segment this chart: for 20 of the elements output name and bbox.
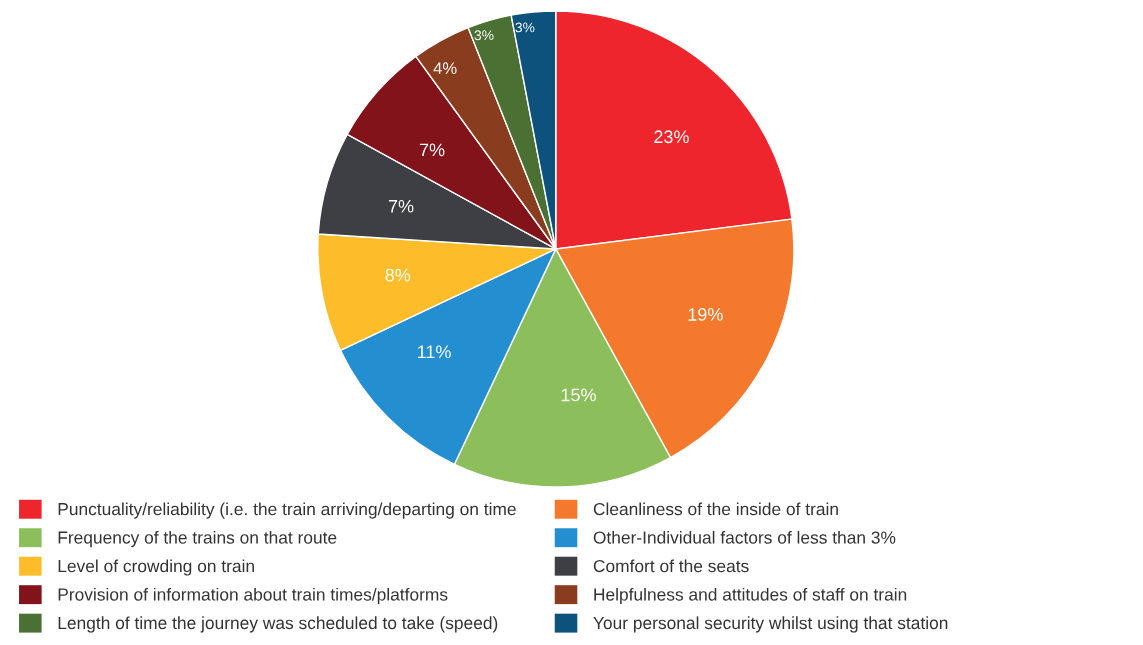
data-label: 7% [388,199,414,213]
data-label: 23% [654,130,689,144]
data-label: 11% [418,345,451,359]
legend-label: Comfort of the seats [593,559,749,573]
data-label: 3% [515,22,535,33]
legend-label: Length of time the journey was scheduled to take (speed) [58,616,498,633]
legend-label: Your personal security whilst using that station [593,616,948,633]
data-label: 15% [561,388,596,402]
data-label: 8% [385,268,411,282]
data-label: 19% [688,308,723,321]
legend-label: Provision of information about train times/platforms [58,587,448,605]
data-label: 4% [433,62,457,75]
legend-label: Punctuality/reliability (i.e. the train arriving/departing on time [58,502,516,519]
legend-label: Frequency of the trains on that route [58,530,337,548]
legend-label: Helpfulness and attitudes of staff on train [594,587,907,605]
legend-label: Cleanliness of the inside of train [593,502,838,516]
data-label: 7% [419,143,445,157]
data-label: 3% [474,30,494,41]
legend-label: Other-Individual factors of less than 3% [593,530,896,544]
legend-label: Level of crowding on train [58,559,254,576]
